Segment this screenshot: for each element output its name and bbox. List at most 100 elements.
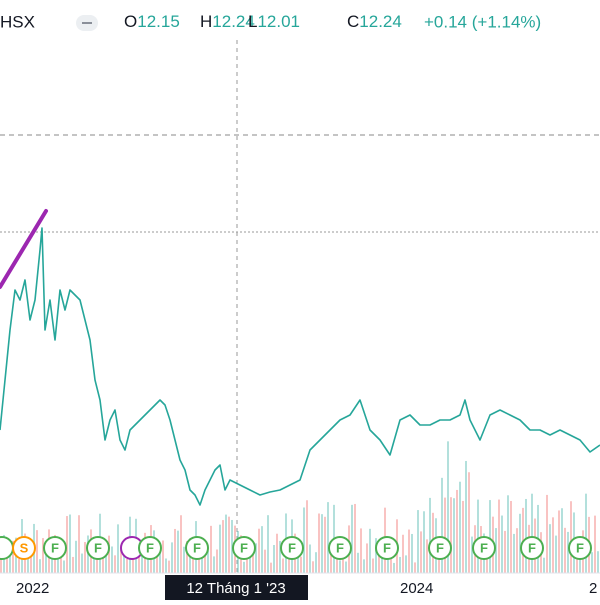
- volume-bar: [570, 501, 572, 573]
- volume-bar: [177, 530, 179, 573]
- volume-bar: [567, 531, 569, 573]
- ohlc-value: 12.24: [212, 12, 255, 31]
- volume-bar: [564, 527, 566, 573]
- volume-bar: [171, 542, 173, 573]
- volume-bar: [225, 514, 227, 573]
- volume-bar: [558, 510, 560, 573]
- volume-bar: [30, 548, 32, 573]
- volume-bar: [360, 528, 362, 573]
- volume-bar: [450, 497, 452, 573]
- volume-bar: [519, 513, 521, 573]
- x-label: 2: [589, 580, 597, 597]
- volume-bar: [270, 562, 272, 573]
- event-marker: [86, 536, 110, 560]
- volume-bar: [279, 540, 281, 573]
- ohlc-key: O: [124, 12, 137, 31]
- volume-bar: [546, 494, 548, 573]
- volume-bar: [411, 533, 413, 573]
- volume-bar: [327, 502, 329, 573]
- volume-bar: [66, 516, 68, 573]
- volume-bar: [306, 500, 308, 573]
- x-label: 2022: [16, 580, 49, 597]
- volume-bar: [258, 528, 260, 573]
- event-label: F: [576, 540, 584, 555]
- volume-bar: [156, 556, 158, 573]
- volume-bar: [489, 500, 491, 573]
- volume-bar: [78, 515, 80, 573]
- volume-bar: [351, 504, 353, 573]
- volume-bar: [543, 557, 545, 573]
- volume-bar: [453, 498, 455, 573]
- volume-bar: [9, 550, 11, 573]
- volume-bar: [471, 536, 473, 573]
- volume-bar: [84, 542, 86, 573]
- price-line: [0, 227, 600, 506]
- volume-bar: [420, 531, 422, 573]
- volume-bar: [222, 520, 224, 573]
- ohlc-key: C: [347, 12, 359, 31]
- volume-bar: [501, 515, 503, 573]
- ohlc-item: O12.15: [124, 12, 180, 31]
- volume-bar: [246, 546, 248, 573]
- volume-bar: [63, 560, 65, 573]
- volume-bar: [264, 549, 266, 573]
- volume-bar: [576, 559, 578, 573]
- volume-bar: [219, 524, 221, 573]
- volume-bar: [75, 540, 77, 573]
- ohlc-value: 12.24: [359, 12, 402, 31]
- event-label: F: [51, 540, 59, 555]
- volume-bar: [426, 539, 428, 573]
- x-label: 2024: [400, 580, 433, 597]
- volume-bar: [93, 548, 95, 573]
- volume-bar: [165, 558, 167, 573]
- volume-bar: [513, 533, 515, 573]
- volume-bar: [393, 562, 395, 573]
- volume-bar: [597, 551, 599, 573]
- event-marker: [375, 536, 399, 560]
- volume-bar: [399, 556, 401, 573]
- volume-bar: [120, 545, 122, 573]
- event-marker: [0, 536, 14, 560]
- volume-bar: [60, 554, 62, 573]
- volume-bar: [321, 514, 323, 573]
- volume-bar: [117, 524, 119, 573]
- volume-bar: [423, 511, 425, 573]
- event-marker: [280, 536, 304, 560]
- event-label: F: [528, 540, 536, 555]
- volume-bar: [531, 493, 533, 573]
- crosshair-label-box: [165, 575, 308, 600]
- event-label: F: [240, 540, 248, 555]
- event-label: F: [336, 540, 344, 555]
- volume-bar: [300, 556, 302, 573]
- volume-bar: [180, 515, 182, 573]
- volume-bar: [42, 538, 44, 573]
- volume-bar: [477, 499, 479, 573]
- event-label: F: [383, 540, 391, 555]
- volume-bar: [231, 519, 233, 573]
- volume-bar: [168, 560, 170, 573]
- volume-bar: [339, 560, 341, 573]
- volume-bar: [96, 554, 98, 573]
- volume-bar: [456, 489, 458, 573]
- change: +0.14 (+1.14%): [424, 12, 541, 31]
- volume-bar: [354, 503, 356, 573]
- volume-bar: [345, 561, 347, 573]
- volume-bar: [51, 555, 53, 573]
- volume-bar: [132, 551, 134, 573]
- volume-bar: [228, 516, 230, 573]
- volume-bar: [369, 528, 371, 573]
- volume-bar: [162, 540, 164, 573]
- volume-bar: [375, 538, 377, 573]
- volume-bar: [273, 545, 275, 573]
- volume-bar: [159, 551, 161, 573]
- volume-bar: [378, 546, 380, 573]
- volume-bar: [429, 497, 431, 573]
- volume-bar: [81, 553, 83, 573]
- volume-bar: [324, 516, 326, 573]
- ohlc-value: 12.15: [137, 12, 180, 31]
- volume-bar: [468, 472, 470, 573]
